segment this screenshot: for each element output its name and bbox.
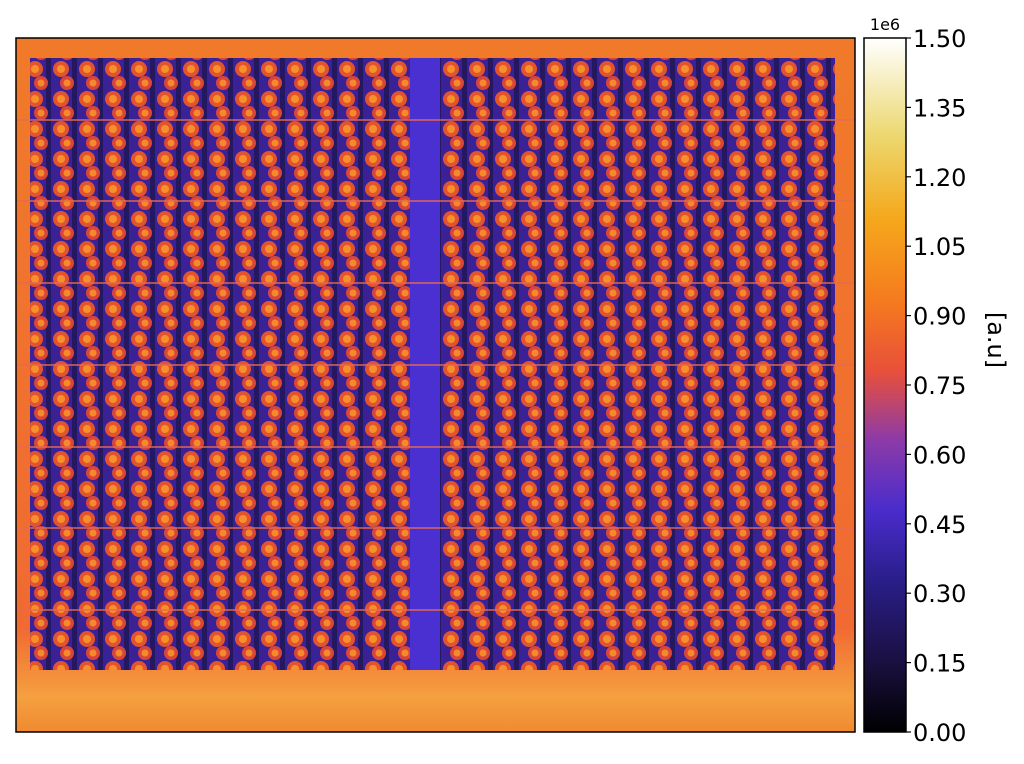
colorbar bbox=[863, 37, 907, 733]
colorbar-tick-label: 1.05 bbox=[913, 233, 966, 261]
colorbar-tick-label: 0.30 bbox=[913, 580, 966, 608]
colorbar-label: [a.u] bbox=[982, 312, 1010, 368]
colorbar-tick-label: 0.00 bbox=[913, 719, 966, 747]
colorbar-tick-label: 0.15 bbox=[913, 650, 966, 678]
colorbar-tick-label: 1.35 bbox=[913, 94, 966, 122]
colorbar-tick-label: 1.20 bbox=[913, 164, 966, 192]
colorbar-tick-label: 1.50 bbox=[913, 25, 966, 53]
image bbox=[15, 37, 856, 733]
image-rows bbox=[16, 119, 855, 611]
axes-frame bbox=[15, 37, 856, 733]
colorbar-tick-label: 0.60 bbox=[913, 441, 966, 469]
colorbar-tick-label: 0.90 bbox=[913, 303, 966, 331]
colorbar-offset: 1e6 bbox=[870, 15, 900, 34]
colorbar-tick-label: 0.45 bbox=[913, 511, 966, 539]
colorbar-tick-label: 0.75 bbox=[913, 372, 966, 400]
